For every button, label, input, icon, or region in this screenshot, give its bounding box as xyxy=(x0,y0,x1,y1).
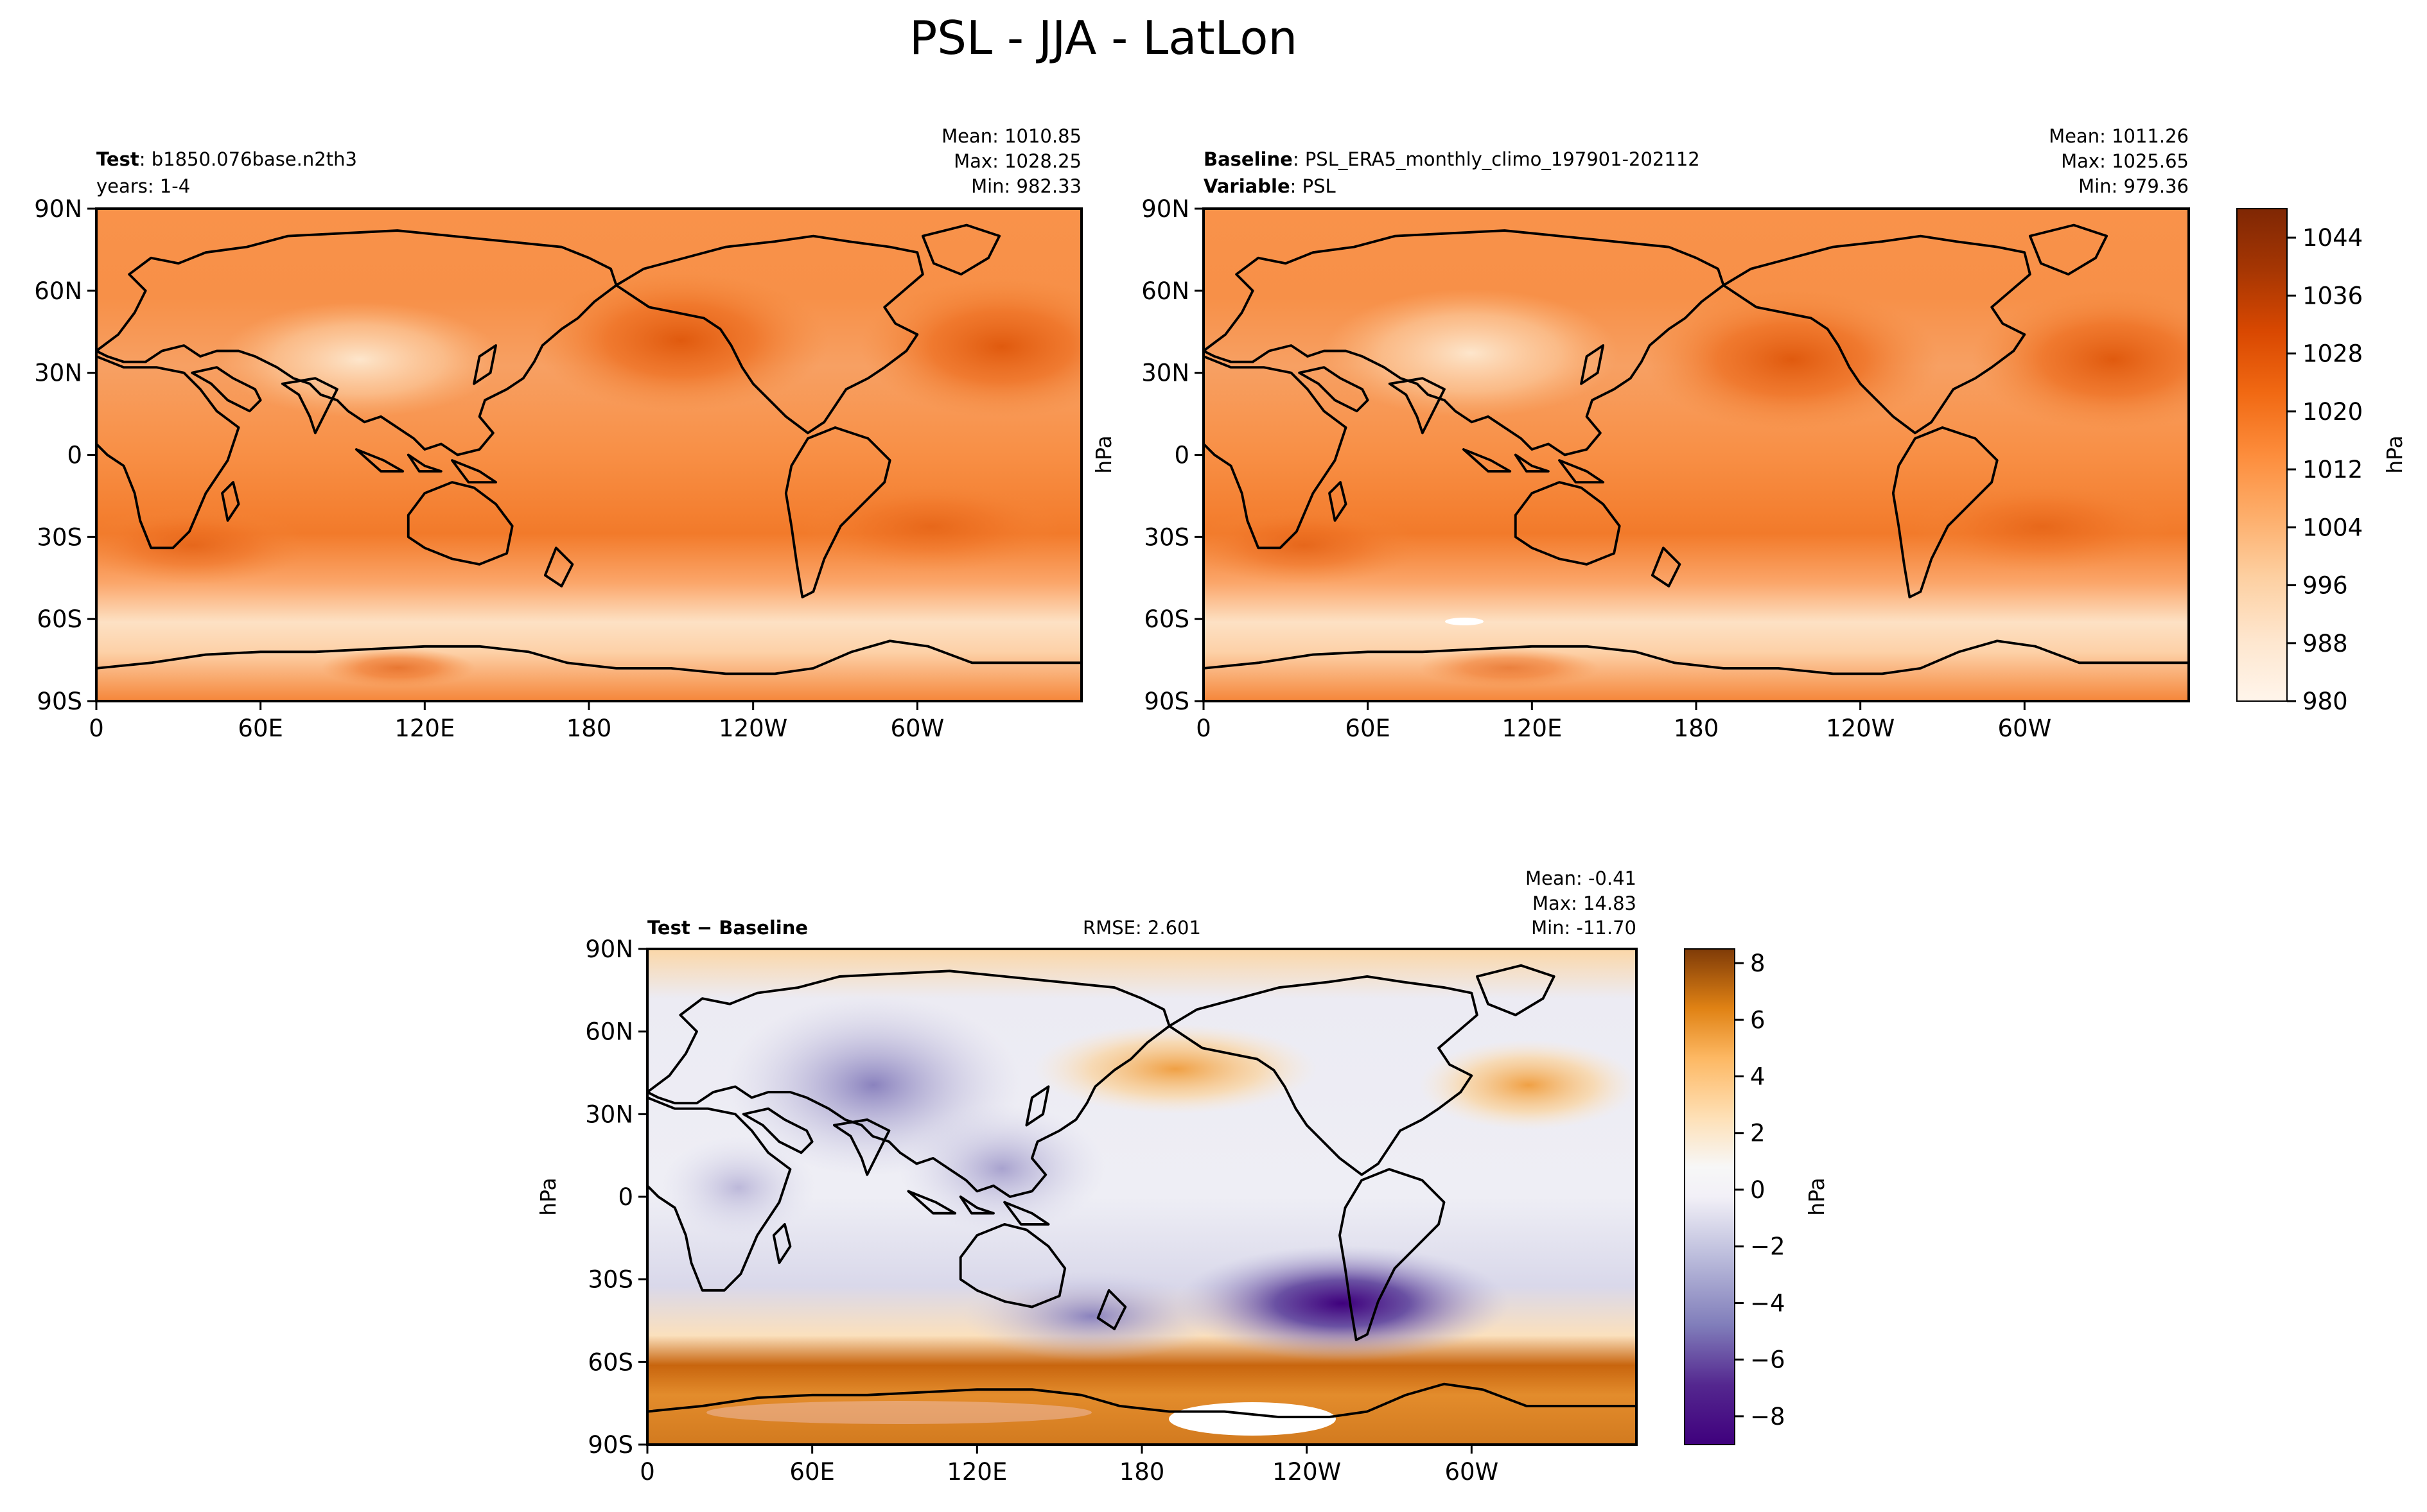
panel-baseline-max: Max: 1025.65 xyxy=(2061,150,2189,172)
panel-baseline-min: Min: 979.36 xyxy=(2078,175,2189,197)
y-tick-label-B: 90S xyxy=(1144,688,1189,715)
colorbar-tick-label: 6 xyxy=(1750,1006,1765,1034)
y-tick-label-A: 30S xyxy=(37,523,82,551)
panel-test-min: Min: 982.33 xyxy=(971,175,1082,197)
colorbar-tick-label: 1036 xyxy=(2302,282,2363,309)
panel-test-title-line1: Test: b1850.076base.n2th3 xyxy=(96,148,357,170)
panel-difference-map xyxy=(647,949,1636,1445)
y-tick-label-C: 60S xyxy=(588,1348,633,1376)
panel-test-max: Max: 1028.25 xyxy=(954,150,1082,172)
y-tick-label-B: 30S xyxy=(1144,523,1189,551)
y-tick-label-C: 30S xyxy=(588,1266,633,1294)
panel-difference-rmse: RMSE: 2.601 xyxy=(1083,917,1201,939)
colorbar-tick-label: 996 xyxy=(2302,572,2348,600)
y-tick-label-B: 60S xyxy=(1144,605,1189,633)
colorbar-difference: 8 6 4 2 0 −2 −4 −6 −8 hPa xyxy=(1684,948,1829,1445)
y-tick-label-A: 0 xyxy=(67,442,82,469)
x-tick-label-A: 60W xyxy=(890,715,944,742)
colorbar-tick-label: 8 xyxy=(1750,950,1765,977)
x-tick-label-C: 180 xyxy=(1119,1458,1165,1486)
y-tick-label-B: 30N xyxy=(1141,360,1189,387)
panel-test: Test: b1850.076base.n2th3 years: 1-4 Mea… xyxy=(34,125,1083,742)
colorbar-tick-label: 1020 xyxy=(2302,398,2363,426)
panel-difference-min: Min: -11.70 xyxy=(1531,917,1636,939)
colorbar-tick-label: 1028 xyxy=(2302,340,2363,368)
y-tick-label-A: 60N xyxy=(34,277,82,305)
x-tick-label-C: 60W xyxy=(1444,1458,1498,1486)
panel-baseline-ylabel: hPa xyxy=(1091,435,1116,474)
x-tick-label-C: 0 xyxy=(640,1458,655,1486)
panel-baseline-title-line1: Baseline: PSL_ERA5_monthly_climo_197901-… xyxy=(1204,148,1700,170)
y-tick-label-A: 30N xyxy=(34,360,82,387)
panel-test-title-line2: years: 1-4 xyxy=(96,175,190,197)
colorbar-tick-label: 1004 xyxy=(2302,514,2363,541)
panel-test-map xyxy=(96,209,1082,701)
y-tick-label-B: 90N xyxy=(1141,195,1189,223)
panel-difference: Test − Baseline RMSE: 2.601 Mean: -0.41 … xyxy=(536,867,1638,1486)
y-tick-label-C: 30N xyxy=(585,1100,633,1128)
y-tick-label-A: 90S xyxy=(37,688,82,715)
colorbar-difference-label: hPa xyxy=(1804,1177,1829,1216)
panel-difference-ylabel: hPa xyxy=(536,1177,561,1216)
panel-difference-title: Test − Baseline xyxy=(647,917,808,939)
colorbar-tick-label: 1044 xyxy=(2302,224,2363,252)
x-tick-label-A: 180 xyxy=(566,715,612,742)
panel-baseline-title-line2: Variable: PSL xyxy=(1204,175,1336,197)
panel-baseline-map xyxy=(1204,209,2189,701)
y-tick-label-C: 90S xyxy=(588,1431,633,1459)
y-tick-label-C: 60N xyxy=(585,1018,633,1046)
panel-baseline: Baseline: PSL_ERA5_monthly_climo_197901-… xyxy=(1091,125,2190,742)
colorbar-absolute: 1044 1036 1028 1020 1012 1004 996 988 980 hPa xyxy=(2236,208,2407,715)
y-tick-label-B: 0 xyxy=(1174,442,1189,469)
figure-title: PSL - JJA - LatLon xyxy=(909,11,1297,65)
x-tick-label-C: 60E xyxy=(789,1458,834,1486)
colorbar-tick-label: −6 xyxy=(1750,1346,1785,1374)
x-tick-label-A: 120E xyxy=(394,715,455,742)
x-tick-label-B: 120E xyxy=(1502,715,1562,742)
x-tick-label-C: 120E xyxy=(947,1458,1007,1486)
colorbar-tick-label: 2 xyxy=(1750,1120,1765,1147)
colorbar-tick-label: 980 xyxy=(2302,688,2348,715)
x-tick-label-A: 60E xyxy=(238,715,283,742)
colorbar-tick-label: 4 xyxy=(1750,1063,1765,1091)
x-tick-label-B: 120W xyxy=(1826,715,1895,742)
x-tick-label-B: 60W xyxy=(1997,715,2051,742)
x-tick-label-B: 180 xyxy=(1674,715,1719,742)
panel-difference-max: Max: 14.83 xyxy=(1532,892,1636,914)
y-tick-label-C: 90N xyxy=(585,935,633,963)
y-tick-label-A: 90N xyxy=(34,195,82,223)
x-tick-label-A: 0 xyxy=(89,715,104,742)
colorbar-tick-label: 988 xyxy=(2302,630,2348,657)
x-tick-label-A: 120W xyxy=(719,715,787,742)
x-tick-label-B: 60E xyxy=(1345,715,1390,742)
panel-test-mean: Mean: 1010.85 xyxy=(942,125,1082,147)
colorbar-tick-label: −8 xyxy=(1750,1403,1785,1430)
y-tick-label-C: 0 xyxy=(618,1183,633,1211)
colorbar-tick-label: 1012 xyxy=(2302,456,2363,483)
colorbar-absolute-label: hPa xyxy=(2382,435,2407,474)
colorbar-tick-label: 0 xyxy=(1750,1176,1765,1204)
colorbar-tick-label: −4 xyxy=(1750,1289,1785,1317)
x-tick-label-B: 0 xyxy=(1196,715,1211,742)
y-tick-label-B: 60N xyxy=(1141,277,1189,305)
colorbar-tick-label: −2 xyxy=(1750,1233,1785,1260)
panel-baseline-mean: Mean: 1011.26 xyxy=(2049,125,2189,147)
panel-difference-mean: Mean: -0.41 xyxy=(1525,867,1636,889)
y-tick-label-A: 60S xyxy=(37,605,82,633)
x-tick-label-C: 120W xyxy=(1272,1458,1341,1486)
